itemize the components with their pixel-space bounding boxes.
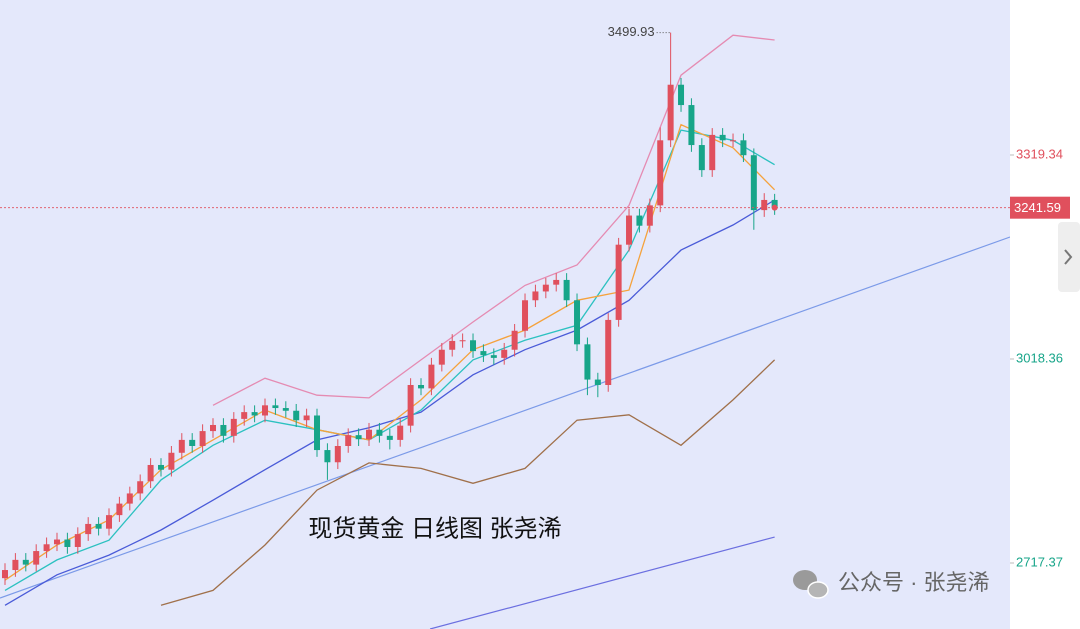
candle-body [418,384,425,389]
candle-body [293,410,300,421]
candle-body [85,523,92,535]
candle-body [178,439,185,453]
candle-body [64,539,71,547]
candle-body [282,408,289,411]
candle-body [303,415,310,421]
candle-body [199,431,206,446]
peak-label: 3499.93 [608,24,655,39]
candle-body [730,140,737,142]
candle-body [376,429,383,436]
candle-body [262,405,269,416]
indicator-line [160,359,776,606]
candle-body [210,424,217,432]
last-price-dot [771,204,778,211]
candle-body [1,570,8,579]
candle-body [574,300,581,345]
side-panel-toggle[interactable] [1058,222,1080,292]
candle-body [272,405,279,409]
candle-body [719,134,726,141]
candle-body [584,344,591,380]
candle-body [147,464,154,482]
indicator-line [4,129,775,591]
candle-body [22,559,29,565]
candle-body [428,364,435,389]
y-tick-label: 2717.37 [1016,554,1063,569]
candle-body [698,145,705,171]
candle-body [553,279,560,285]
candle-body [771,199,778,208]
candle-body [667,84,674,141]
candle-body [678,84,685,106]
candle-body [688,105,695,146]
trend-line [429,536,775,629]
candle-body [480,351,487,356]
candle-body [542,284,549,292]
candle-body [95,523,102,529]
candle-body [740,140,747,156]
candle-body [230,418,237,436]
candle-body [314,415,321,451]
candle-body [636,215,643,226]
candle-body [438,349,445,365]
chevron-icon [1064,249,1073,265]
candle-body [241,412,248,419]
candle-body [334,445,341,463]
wechat-icon [793,570,829,599]
candle-body [158,464,165,470]
plot-background [0,0,1010,629]
candle-body [251,412,258,416]
candle-body [189,439,196,446]
candle-body [501,349,508,358]
candle-body [324,450,331,463]
candle-body [709,134,716,171]
candle-body [386,435,393,440]
trend-line [0,236,1010,599]
candle-body [490,355,497,358]
last-price-box [1010,196,1070,219]
indicator-line [4,123,776,581]
candle-body [33,551,40,565]
last-price-label: 3241.59 [1014,200,1061,215]
candle-body [116,503,123,516]
candle-body [459,340,466,342]
candle-body [761,199,768,211]
indicator-line [212,34,775,406]
candle-body [407,384,414,426]
candle-body [105,515,112,529]
candle-body [615,244,622,320]
candle-body [345,435,352,446]
candle-body [594,379,601,385]
candle-body [355,435,362,440]
y-tick-label: 3319.34 [1016,146,1063,161]
candle-body [449,340,456,350]
candle-body [646,205,653,226]
candle-body [74,534,81,547]
candle-body [43,544,50,552]
chart-title: 现货黄金 日线图 张尧浠 [308,515,561,542]
candle-body [397,425,404,440]
candle-body [563,279,570,301]
candle-body [750,155,757,211]
candle-body [126,493,133,504]
candle-body [220,424,227,436]
watermark: 公众号 · 张尧浠 [838,570,990,595]
candle-body [12,559,19,571]
plot-area [0,32,1010,629]
y-tick-label: 3018.36 [1016,350,1063,365]
candle-body [511,330,518,350]
candle-body [532,291,539,301]
candle-body [657,140,664,206]
candle-body [470,340,477,352]
candle-body [366,429,373,440]
candle-body [168,452,175,470]
candle-body [53,539,60,545]
candle-body [137,481,144,494]
candle-body [522,300,529,331]
price-axis [1010,0,1080,629]
candle-body [605,319,612,385]
candle-body [626,215,633,245]
